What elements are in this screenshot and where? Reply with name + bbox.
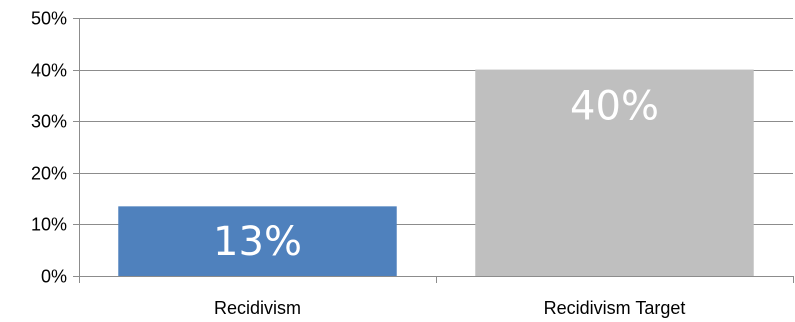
data-label: 13% [213,219,302,265]
data-label: 40% [570,84,659,130]
bar [475,69,754,276]
y-tick-label: 10% [31,215,67,235]
bar [118,206,397,276]
bars [118,69,754,276]
axes [73,18,794,283]
y-tick-label: 40% [31,61,67,81]
y-tick-label: 0% [41,267,67,287]
y-tick-label: 20% [31,164,67,184]
x-category-label: Recidivism [214,298,301,318]
y-tick-label: 50% [31,9,67,29]
labels: 0% 10% 20% 30% 40% 50% 13% Recidivism 40% Recidiv… [31,9,685,319]
x-category-label: Recidivism Target [544,298,686,318]
y-tick-label: 30% [31,112,67,132]
